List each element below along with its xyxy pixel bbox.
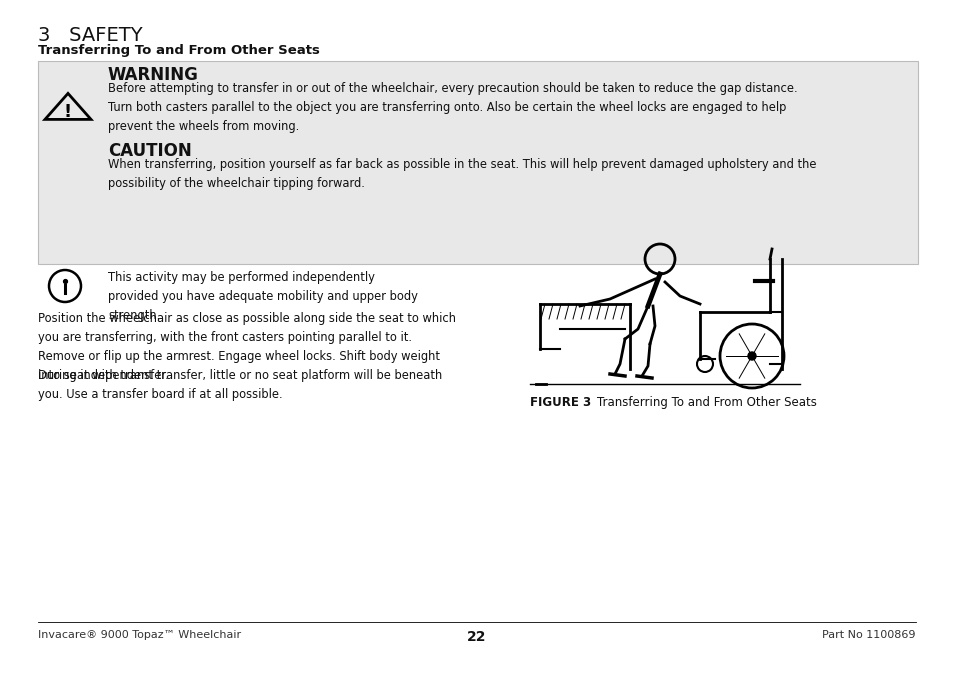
Text: Transferring To and From Other Seats: Transferring To and From Other Seats (581, 396, 816, 409)
Text: This activity may be performed independently
provided you have adequate mobility: This activity may be performed independe… (108, 271, 417, 322)
Text: FIGURE 3: FIGURE 3 (530, 396, 591, 409)
Text: !: ! (64, 103, 72, 121)
Text: Position the wheelchair as close as possible along side the seat to which
you ar: Position the wheelchair as close as poss… (38, 312, 456, 382)
Circle shape (747, 352, 755, 360)
Text: WARNING: WARNING (108, 66, 198, 84)
Text: CAUTION: CAUTION (108, 142, 192, 160)
Text: During independent transfer, little or no seat platform will be beneath
you. Use: During independent transfer, little or n… (38, 369, 442, 401)
Text: When transferring, position yourself as far back as possible in the seat. This w: When transferring, position yourself as … (108, 158, 816, 190)
Text: Before attempting to transfer in or out of the wheelchair, every precaution shou: Before attempting to transfer in or out … (108, 82, 797, 133)
Text: Part No 1100869: Part No 1100869 (821, 630, 915, 640)
Text: 22: 22 (467, 630, 486, 644)
FancyBboxPatch shape (38, 61, 917, 264)
Text: Invacare® 9000 Topaz™ Wheelchair: Invacare® 9000 Topaz™ Wheelchair (38, 630, 241, 640)
Text: Transferring To and From Other Seats: Transferring To and From Other Seats (38, 44, 319, 57)
Text: 3   SAFETY: 3 SAFETY (38, 26, 143, 45)
